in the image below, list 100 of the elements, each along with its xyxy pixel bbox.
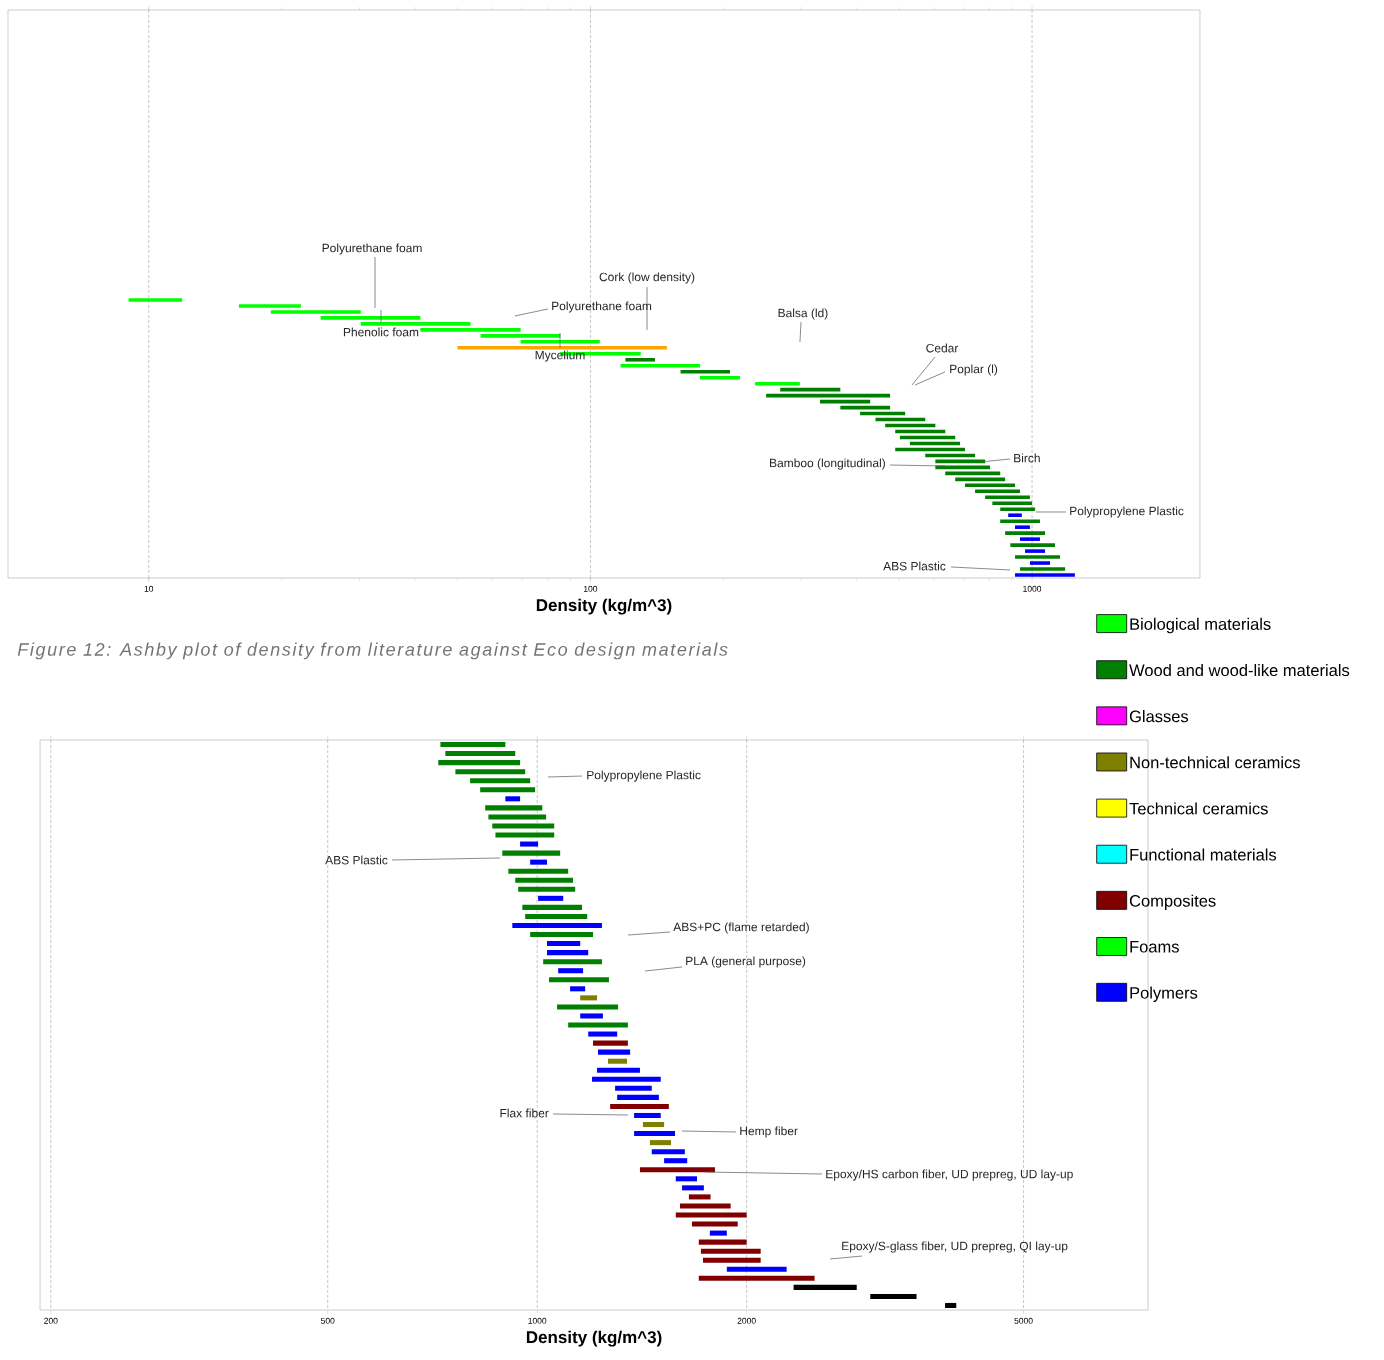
bar (538, 895, 564, 901)
x-tick-label: 200 (44, 1317, 58, 1324)
bar (515, 877, 574, 883)
bar (568, 1022, 628, 1028)
bar (985, 495, 1030, 500)
annotation: Polyurethane foam (322, 243, 422, 255)
annotation: Hemp fiber (740, 1126, 798, 1138)
annotation: Flax fiber (500, 1108, 549, 1118)
annotation: Polypropylene Plastic (587, 770, 701, 782)
bar (480, 334, 561, 338)
annotation: PLA (general purpose) (686, 956, 806, 968)
bar (607, 1058, 627, 1064)
bar (1019, 567, 1066, 571)
bar (698, 1239, 747, 1245)
annotation: ABS+PC (flame retarded) (673, 922, 809, 934)
bar (793, 1284, 857, 1290)
annotation: Phenolic foam (343, 327, 419, 337)
bar (518, 886, 576, 892)
x-axis-title: Density (kg/m^3) (526, 1330, 662, 1347)
bar (870, 1293, 917, 1299)
legend-label: Functional materials (1130, 848, 1277, 861)
bar (480, 787, 536, 793)
bar (549, 977, 609, 983)
bar (588, 1031, 618, 1037)
bar (320, 316, 421, 320)
bar (617, 1094, 659, 1100)
bar (682, 1185, 704, 1191)
bar (530, 932, 594, 938)
bar (492, 823, 555, 829)
bar (508, 868, 569, 874)
bar (495, 832, 555, 838)
bar (570, 986, 586, 992)
legend-label: Non-technical ceramics (1130, 756, 1300, 769)
x-tick-label: 5000 (1014, 1317, 1033, 1324)
bar (543, 959, 602, 965)
annotation: ABS Plastic (883, 561, 946, 571)
bar (520, 340, 600, 344)
bar (709, 1230, 727, 1236)
bar (1019, 537, 1040, 541)
bar (688, 1194, 711, 1200)
bar (360, 322, 471, 326)
annotation: Mycelium (535, 350, 585, 362)
bar (457, 346, 667, 350)
bar (1000, 507, 1036, 512)
caption: Figure 12: Ashby plot of density from literature against Eco design materials (17, 642, 728, 660)
bar (580, 1013, 603, 1019)
bar (505, 796, 521, 802)
bar (700, 1248, 761, 1254)
annotation: Epoxy/S-glass fiber, UD prepreg, QI lay-up (842, 1241, 1068, 1253)
bar (651, 1149, 685, 1155)
bar (634, 1112, 661, 1119)
bar (625, 357, 655, 362)
bar (1005, 531, 1046, 535)
bar (488, 814, 547, 820)
bar (530, 859, 547, 865)
annotation: Cedar (926, 343, 959, 353)
annotation: Balsa (ld) (778, 308, 828, 320)
bar (557, 1004, 619, 1010)
annotation: ABS Plastic (325, 855, 388, 865)
annotation: Epoxy/HS carbon fiber, UD prepreg, UD lay-up (826, 1169, 1073, 1181)
bar (634, 1131, 676, 1137)
bar (664, 1158, 688, 1164)
bar (702, 1257, 761, 1263)
x-tick-label: 10 (144, 585, 154, 592)
annotation: Poplar (l) (950, 364, 998, 376)
annotation: Polypropylene Plastic (1070, 506, 1184, 518)
x-tick-label: 500 (320, 1317, 335, 1324)
bar (620, 363, 700, 368)
bar (1008, 513, 1022, 518)
legend-label: Biological materials (1130, 617, 1271, 634)
bar (547, 950, 589, 956)
bar (1010, 543, 1055, 547)
bar (502, 850, 561, 856)
x-tick-label: 1000 (528, 1317, 547, 1324)
bar (615, 1085, 652, 1091)
bar (649, 1140, 671, 1146)
bar (593, 1040, 628, 1046)
bar (470, 778, 531, 784)
bar (580, 995, 598, 1001)
annotation: Cork (low density) (599, 272, 695, 284)
bar (512, 922, 602, 929)
bar (1015, 555, 1061, 559)
bar (270, 310, 361, 314)
bar (1015, 573, 1075, 577)
bar (642, 1122, 665, 1128)
x-tick-label: 2000 (737, 1317, 756, 1324)
bar (726, 1266, 787, 1272)
legend-label: Wood and wood-like materials (1129, 664, 1350, 677)
bar (438, 760, 521, 766)
annotation: Bamboo (longitudinal) (770, 458, 885, 470)
bar (522, 904, 583, 910)
bar (592, 1076, 661, 1082)
bar (679, 1203, 731, 1209)
bar (680, 369, 730, 374)
bar (238, 304, 301, 308)
bar (1015, 525, 1030, 529)
bar (445, 751, 516, 757)
bar (525, 913, 588, 919)
bar (1000, 519, 1040, 523)
bar (455, 769, 526, 775)
